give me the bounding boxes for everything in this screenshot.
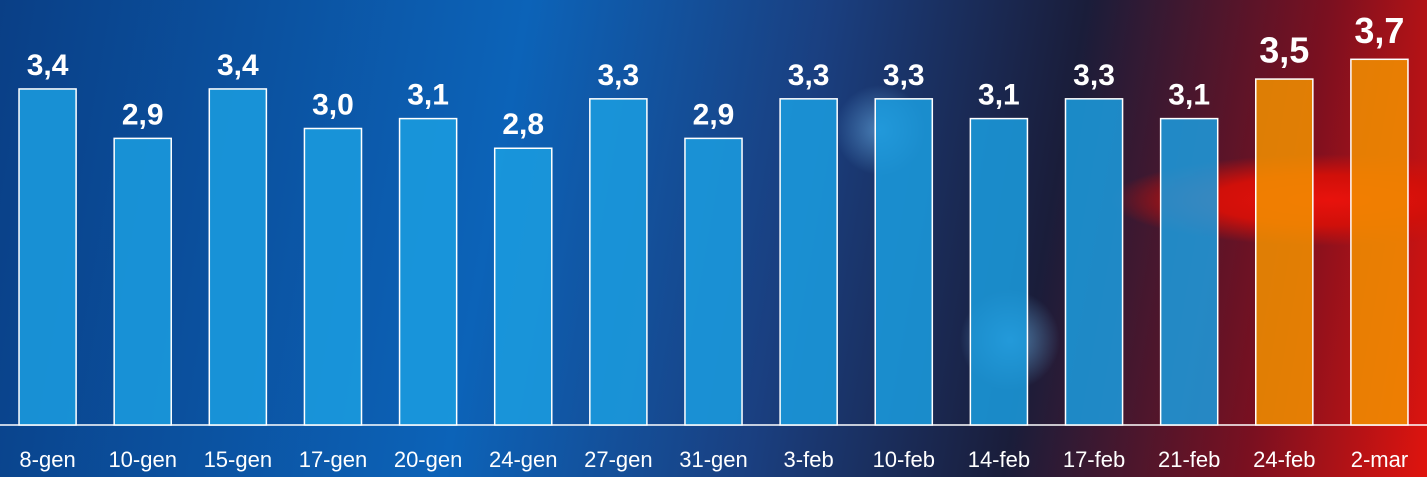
bar [208,88,268,426]
x-tick-label: 24-feb [1253,447,1315,472]
x-tick-label: 3-feb [784,447,834,472]
x-tick-label: 17-gen [299,447,368,472]
bar [398,117,458,426]
value-label: 2,8 [502,108,544,141]
value-label: 3,3 [883,59,925,92]
value-label: 3,3 [788,59,830,92]
value-label: 2,9 [122,98,164,131]
bar [779,98,838,426]
bar [969,117,1029,426]
bar [589,98,648,426]
bar [1159,117,1219,426]
bar [113,137,172,426]
x-tick-label: 24-gen [489,447,558,472]
bar [874,98,934,426]
value-label: 3,4 [27,49,69,82]
value-label: 2,9 [693,98,735,131]
x-tick-label: 21-feb [1158,447,1220,472]
x-tick-label: 14-feb [968,447,1030,472]
bar [1350,58,1409,426]
bar [684,137,743,426]
value-label: 3,3 [1073,59,1115,92]
x-tick-label: 27-gen [584,447,653,472]
x-tick-label: 10-gen [108,447,177,472]
bar [1255,78,1314,426]
value-label: 3,1 [1168,79,1210,112]
bar [493,147,553,426]
value-label: 3,1 [407,79,449,112]
value-label: 3,4 [217,49,259,82]
value-label: 3,7 [1354,10,1404,51]
x-tick-label: 20-gen [394,447,463,472]
x-tick-label: 8-gen [19,447,75,472]
x-tick-label: 31-gen [679,447,748,472]
x-tick-label: 2-mar [1351,447,1408,472]
value-label: 3,3 [598,59,640,92]
bar [1064,98,1124,426]
bar [303,127,363,426]
x-tick-label: 10-feb [873,447,935,472]
bar [18,88,77,426]
x-tick-label: 15-gen [204,447,273,472]
value-label: 3,5 [1259,30,1309,71]
x-tick-label: 17-feb [1063,447,1125,472]
value-label: 3,1 [978,79,1020,112]
value-label: 3,0 [312,88,354,121]
